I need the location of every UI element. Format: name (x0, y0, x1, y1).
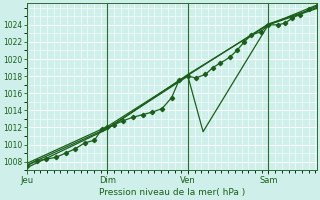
X-axis label: Pression niveau de la mer( hPa ): Pression niveau de la mer( hPa ) (99, 188, 245, 197)
